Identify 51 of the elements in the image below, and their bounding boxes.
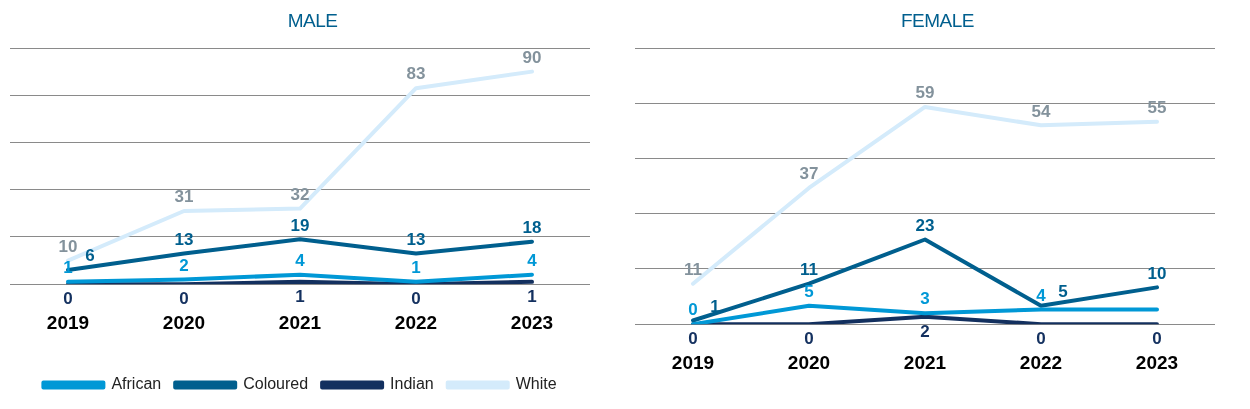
data-label: 54 xyxy=(1031,101,1051,121)
x-tick-label: 2023 xyxy=(1135,351,1179,373)
data-label: 59 xyxy=(915,83,935,103)
chart-title: FEMALE xyxy=(900,10,975,32)
data-label: 31 xyxy=(174,187,194,207)
data-label: 1 xyxy=(411,258,421,278)
data-label: 6 xyxy=(85,246,95,266)
x-tick-label: 2023 xyxy=(510,311,554,333)
data-label: 0 xyxy=(1036,329,1046,349)
data-label: 5 xyxy=(804,281,814,301)
data-label: 13 xyxy=(174,229,194,249)
x-tick-label: 2021 xyxy=(278,311,322,333)
data-label: 13 xyxy=(406,229,426,249)
x-tick-label: 2020 xyxy=(787,351,831,373)
data-label: 1 xyxy=(295,287,305,307)
data-label: 11 xyxy=(800,259,818,279)
data-label: 37 xyxy=(799,164,819,184)
data-label: 10 xyxy=(58,236,78,256)
data-label: 2 xyxy=(920,322,930,342)
data-label: 0 xyxy=(688,329,698,349)
data-label: 1 xyxy=(527,287,537,307)
legend-label: Indian xyxy=(390,375,434,393)
data-label: 0 xyxy=(804,329,814,349)
x-tick-label: 2022 xyxy=(394,311,438,333)
data-label: 0 xyxy=(63,289,73,309)
data-label: 2 xyxy=(179,255,189,275)
data-label: 0 xyxy=(179,289,189,309)
data-label: 3 xyxy=(920,289,930,309)
data-label: 0 xyxy=(1152,329,1162,349)
x-tick-label: 2019 xyxy=(671,351,715,373)
x-tick-label: 2021 xyxy=(903,351,947,373)
legend-label: White xyxy=(515,375,557,393)
chart-title: MALE xyxy=(286,10,339,32)
data-label: 0 xyxy=(688,300,698,320)
data-label: 4 xyxy=(1036,285,1047,305)
x-tick-label: 2022 xyxy=(1019,351,1063,373)
x-tick-label: 2020 xyxy=(162,311,206,333)
data-label: 0 xyxy=(411,289,421,309)
legend-label: African xyxy=(111,375,162,393)
data-label: 5 xyxy=(1058,281,1068,301)
data-label: 23 xyxy=(915,215,935,235)
data-label: 19 xyxy=(290,215,310,235)
data-label: 10 xyxy=(1147,263,1167,283)
data-label: 4 xyxy=(527,250,538,270)
x-tick-label: 2019 xyxy=(46,311,90,333)
data-label: 4 xyxy=(295,250,306,270)
legend-label: Coloured xyxy=(243,375,309,393)
data-label: 90 xyxy=(522,47,542,67)
data-label: 83 xyxy=(406,64,426,84)
data-label: 18 xyxy=(522,217,542,237)
data-label: 32 xyxy=(290,184,310,204)
